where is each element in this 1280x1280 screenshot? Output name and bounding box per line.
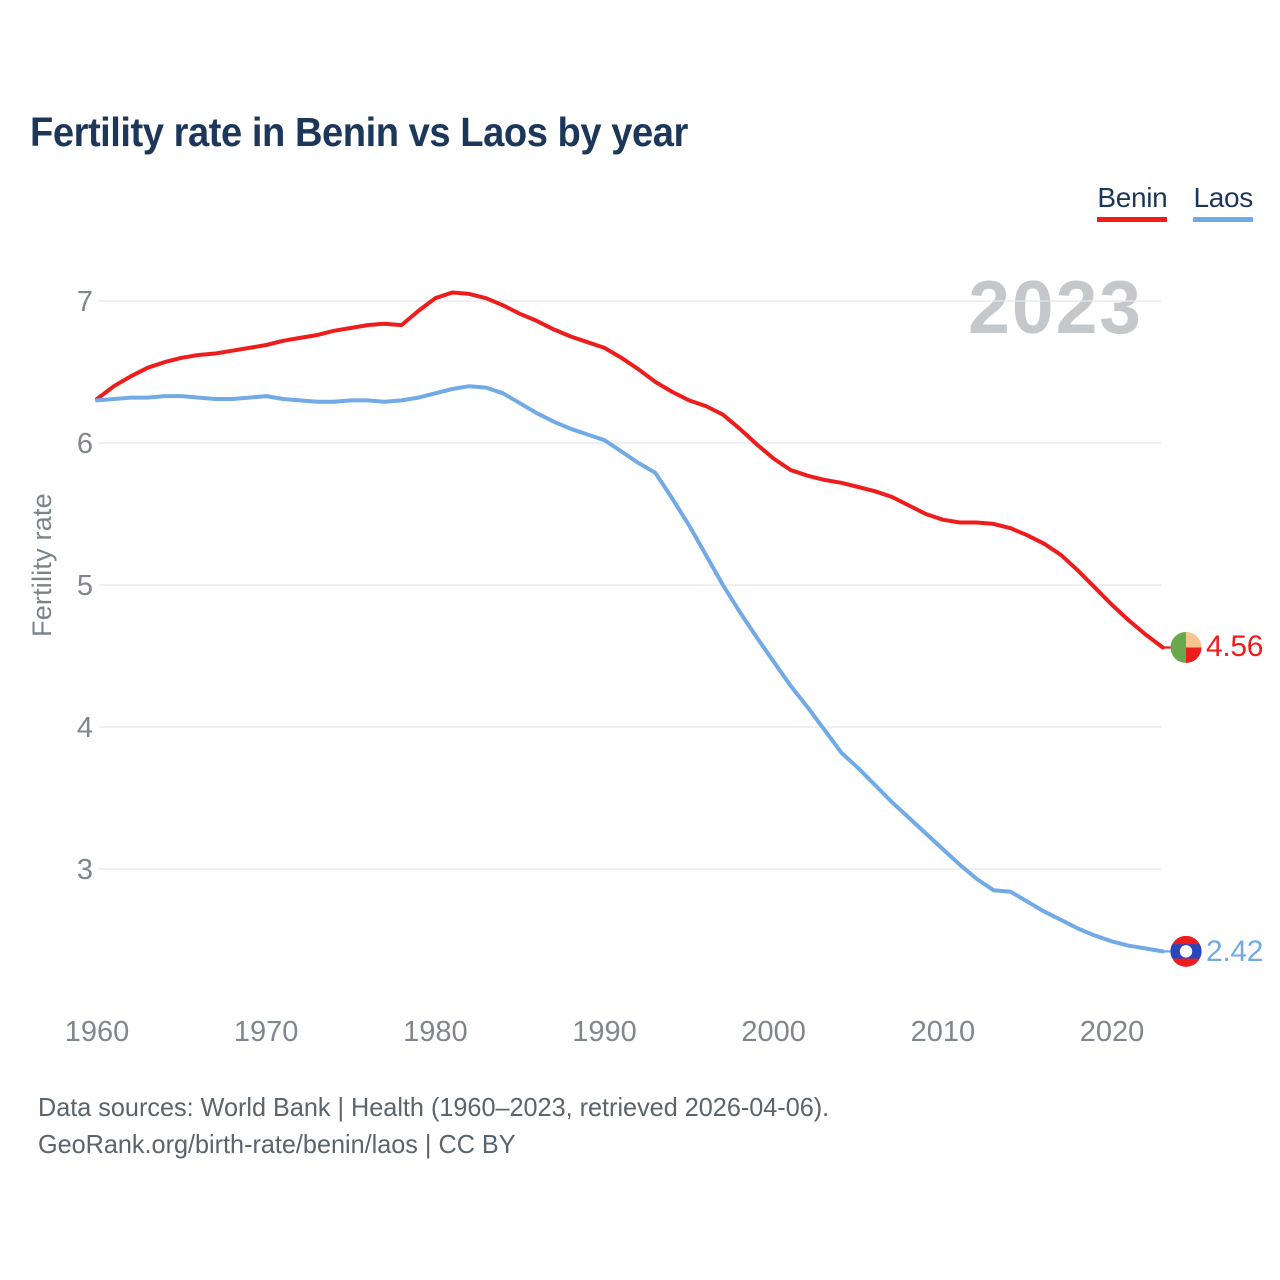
footer-sources: Data sources: World Bank | Health (1960–…	[38, 1092, 830, 1122]
x-tick-2000: 2000	[741, 1016, 806, 1048]
x-tick-1960: 1960	[65, 1016, 130, 1048]
watermark-year: 2023	[968, 265, 1143, 349]
x-tick-2010: 2010	[911, 1016, 976, 1048]
footer-attribution: GeoRank.org/birth-rate/benin/laos | CC B…	[38, 1129, 516, 1159]
legend-item-laos[interactable]: Laos	[1193, 182, 1253, 222]
legend-label-laos: Laos	[1193, 182, 1253, 213]
x-tick-2020: 2020	[1080, 1016, 1145, 1048]
legend-label-benin: Benin	[1097, 182, 1168, 213]
benin-flag-icon	[1170, 631, 1202, 663]
laos-line	[95, 384, 1165, 954]
x-tick-1980: 1980	[403, 1016, 468, 1048]
page-title: Fertility rate in Benin vs Laos by year	[30, 109, 688, 155]
y-tick-5: 5	[77, 570, 93, 602]
laos-flag-icon	[1170, 935, 1202, 967]
benin-line	[95, 290, 1165, 650]
laos-end-value: 2.42	[1206, 935, 1264, 968]
y-tick-4: 4	[77, 712, 93, 744]
y-tick-3: 3	[77, 854, 93, 886]
y-tick-6: 6	[77, 428, 93, 460]
y-tick-7: 7	[77, 286, 93, 318]
legend: Benin Laos	[1097, 182, 1253, 222]
x-tick-1970: 1970	[234, 1016, 299, 1048]
benin-end-value: 4.56	[1206, 630, 1264, 663]
footer: Data sources: World Bank | Health (1960–…	[38, 1089, 829, 1163]
x-tick-1990: 1990	[572, 1016, 637, 1048]
legend-item-benin[interactable]: Benin	[1097, 182, 1168, 222]
